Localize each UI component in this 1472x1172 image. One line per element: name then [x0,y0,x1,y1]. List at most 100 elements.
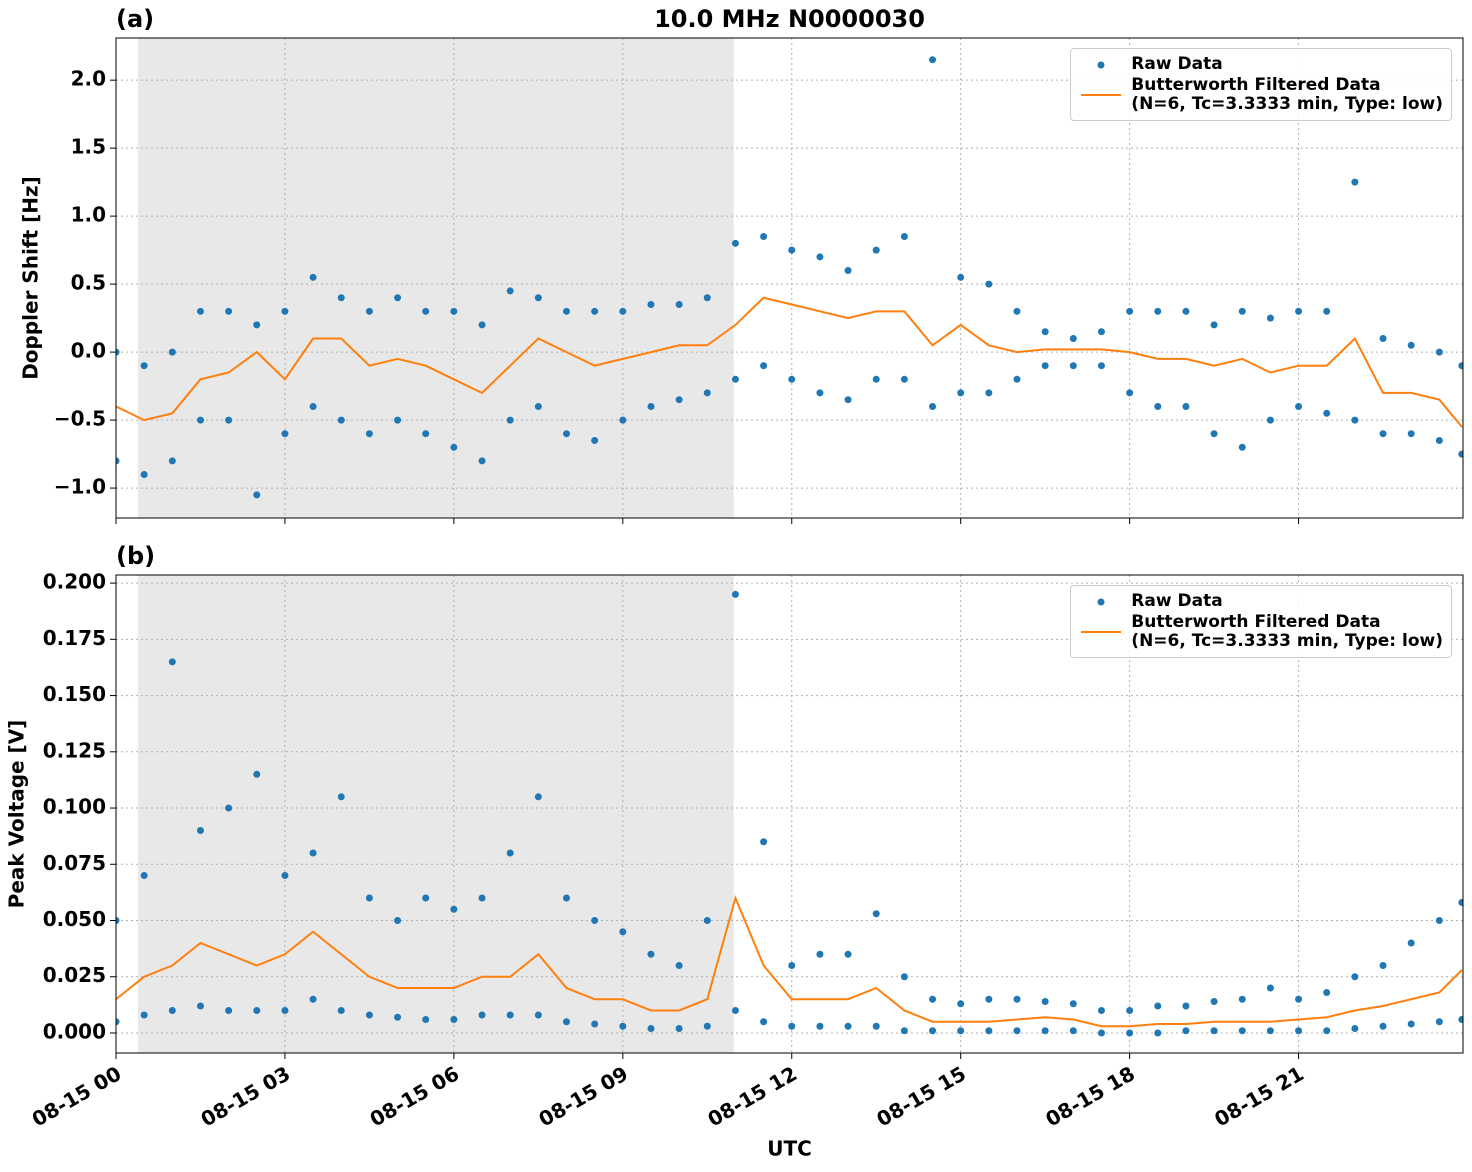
raw-point [1407,430,1415,438]
raw-point [196,827,204,835]
raw-point [309,995,317,1003]
raw-point [1295,402,1303,410]
raw-point [337,294,345,302]
raw-point [1126,307,1134,315]
raw-point [225,804,233,812]
raw-point [1295,307,1303,315]
legend-label: Raw Data [1131,591,1223,611]
x-tick-label: 08-15 21 [1210,1061,1308,1131]
raw-point [1182,402,1190,410]
raw-point [281,1006,289,1014]
raw-point [900,233,908,241]
plot-area [116,56,1463,499]
raw-point [309,849,317,857]
raw-point [422,430,430,438]
raw-point [703,1022,711,1030]
raw-point [872,1022,880,1030]
raw-point [225,307,233,315]
raw-point [281,307,289,315]
raw-point [450,905,458,913]
raw-point [816,389,824,397]
raw-point [591,307,599,315]
raw-point [1013,1027,1021,1035]
legend-entry: Raw Data [1079,592,1443,611]
raw-point [985,280,993,288]
raw-point [394,1013,402,1021]
raw-point [900,973,908,981]
raw-point [1097,1006,1105,1014]
raw-point [309,273,317,281]
filtered-line [116,296,1463,428]
raw-point [1126,1006,1134,1014]
raw-point [985,1027,993,1035]
raw-point [872,246,880,254]
raw-point [731,590,739,598]
y-tick-label: 0.200 [43,570,106,594]
raw-point [619,1022,627,1030]
y-tick-label: 0.175 [43,626,106,650]
raw-point [957,389,965,397]
raw-point [900,375,908,383]
raw-point [591,436,599,444]
raw-point [675,961,683,969]
raw-point [760,1018,768,1026]
raw-point [1210,321,1218,329]
raw-point [422,307,430,315]
raw-point [788,375,796,383]
raw-point [760,233,768,241]
raw-point [1182,1002,1190,1010]
raw-point [1351,416,1359,424]
raw-point [140,1011,148,1019]
raw-point [365,430,373,438]
raw-point [1295,995,1303,1003]
raw-point [1458,1015,1463,1023]
raw-point [1266,314,1274,322]
x-tick-label: 08-15 15 [872,1061,970,1131]
raw-point [1041,997,1049,1005]
y-tick-label: 0.0 [71,339,106,363]
raw-point [116,917,120,925]
raw-point [1210,997,1218,1005]
raw-point [534,294,542,302]
raw-point [1266,984,1274,992]
raw-point [957,1027,965,1035]
legend-key [1079,89,1123,101]
raw-point [1407,1020,1415,1028]
raw-point [844,267,852,275]
raw-point [140,872,148,880]
raw-point [929,56,937,64]
raw-point [816,950,824,958]
raw-point [1323,307,1331,315]
raw-point [929,402,937,410]
raw-point [957,273,965,281]
raw-point [365,1011,373,1019]
raw-point [872,375,880,383]
x-tick-label: 08-15 12 [703,1061,801,1131]
legend-key [1079,626,1123,638]
raw-point [1210,1027,1218,1035]
raw-point [478,894,486,902]
y-tick-label: 1.0 [71,203,106,227]
raw-point [563,307,571,315]
raw-point [788,961,796,969]
raw-point [478,457,486,465]
plot-area [116,590,1463,1037]
legend-key [1079,59,1123,71]
x-tick-label: 08-15 18 [1041,1061,1139,1131]
raw-point [365,307,373,315]
raw-point [1266,416,1274,424]
legend-symbol [1097,61,1105,68]
legend-label: Butterworth Filtered Data (N=6, Tc=3.333… [1131,612,1443,651]
raw-point [675,1024,683,1032]
raw-point [1013,375,1021,383]
raw-point [1182,307,1190,315]
y-tick-label: −0.5 [54,407,106,431]
y-axis-label: Peak Voltage [V] [5,720,29,909]
raw-point [478,321,486,329]
raw-point [675,301,683,309]
raw-point [1097,362,1105,370]
raw-point [619,928,627,936]
raw-point [563,894,571,902]
raw-point [1435,348,1443,356]
